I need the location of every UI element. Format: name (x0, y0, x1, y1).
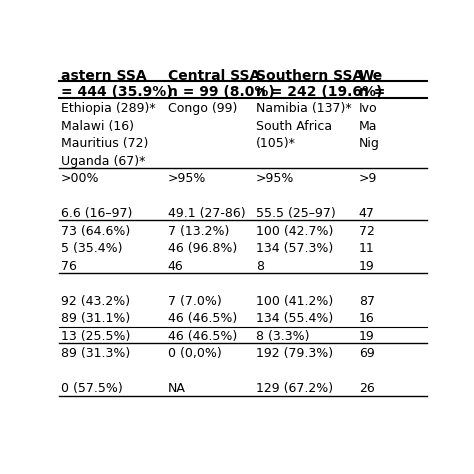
Text: 8 (3.3%): 8 (3.3%) (256, 330, 309, 343)
Text: 16: 16 (359, 312, 374, 325)
Text: 11: 11 (359, 242, 374, 255)
Text: 72: 72 (359, 225, 374, 238)
Text: >9: >9 (359, 172, 377, 185)
Text: 92 (43.2%): 92 (43.2%) (61, 295, 130, 308)
Text: n = 99 (8.0%): n = 99 (8.0%) (168, 85, 274, 100)
Text: 89 (31.3%): 89 (31.3%) (61, 347, 130, 360)
Text: Ma: Ma (359, 119, 377, 133)
Text: 134 (55.4%): 134 (55.4%) (256, 312, 333, 325)
Text: 8: 8 (256, 260, 264, 273)
Text: 46 (96.8%): 46 (96.8%) (168, 242, 237, 255)
Text: 55.5 (25–97): 55.5 (25–97) (256, 207, 336, 220)
Text: 46: 46 (168, 260, 183, 273)
Text: NA: NA (168, 383, 185, 395)
Text: Central SSA: Central SSA (168, 69, 260, 82)
Text: Uganda (67)*: Uganda (67)* (61, 155, 146, 168)
Text: 76: 76 (61, 260, 77, 273)
Text: 192 (79.3%): 192 (79.3%) (256, 347, 333, 360)
Text: >00%: >00% (61, 172, 100, 185)
Text: Ethiopia (289)*: Ethiopia (289)* (61, 102, 156, 115)
Text: 7 (7.0%): 7 (7.0%) (168, 295, 221, 308)
Text: >95%: >95% (168, 172, 206, 185)
Text: 73 (64.6%): 73 (64.6%) (61, 225, 130, 238)
Text: 134 (57.3%): 134 (57.3%) (256, 242, 333, 255)
Text: 69: 69 (359, 347, 374, 360)
Text: 100 (42.7%): 100 (42.7%) (256, 225, 333, 238)
Text: 19: 19 (359, 260, 374, 273)
Text: n =: n = (359, 85, 385, 100)
Text: South Africa: South Africa (256, 119, 332, 133)
Text: 26: 26 (359, 383, 374, 395)
Text: (105)*: (105)* (256, 137, 296, 150)
Text: = 444 (35.9%): = 444 (35.9%) (61, 85, 173, 100)
Text: 129 (67.2%): 129 (67.2%) (256, 383, 333, 395)
Text: Malawi (16): Malawi (16) (61, 119, 134, 133)
Text: Namibia (137)*: Namibia (137)* (256, 102, 351, 115)
Text: 49.1 (27-86): 49.1 (27-86) (168, 207, 245, 220)
Text: 6.6 (16–97): 6.6 (16–97) (61, 207, 132, 220)
Text: astern SSA: astern SSA (61, 69, 147, 82)
Text: Nig: Nig (359, 137, 380, 150)
Text: n = 242 (19.6%): n = 242 (19.6%) (256, 85, 382, 100)
Text: 89 (31.1%): 89 (31.1%) (61, 312, 130, 325)
Text: 46 (46.5%): 46 (46.5%) (168, 312, 237, 325)
Text: Ivo: Ivo (359, 102, 377, 115)
Text: 0 (57.5%): 0 (57.5%) (61, 383, 123, 395)
Text: 13 (25.5%): 13 (25.5%) (61, 330, 130, 343)
Text: 46 (46.5%): 46 (46.5%) (168, 330, 237, 343)
Text: 0 (0,0%): 0 (0,0%) (168, 347, 221, 360)
Text: Mauritius (72): Mauritius (72) (61, 137, 148, 150)
Text: We: We (359, 69, 383, 82)
Text: Congo (99): Congo (99) (168, 102, 237, 115)
Text: 5 (35.4%): 5 (35.4%) (61, 242, 123, 255)
Text: 47: 47 (359, 207, 374, 220)
Text: >95%: >95% (256, 172, 294, 185)
Text: 7 (13.2%): 7 (13.2%) (168, 225, 229, 238)
Text: 87: 87 (359, 295, 374, 308)
Text: 19: 19 (359, 330, 374, 343)
Text: 100 (41.2%): 100 (41.2%) (256, 295, 333, 308)
Text: Southern SSA: Southern SSA (256, 69, 363, 82)
